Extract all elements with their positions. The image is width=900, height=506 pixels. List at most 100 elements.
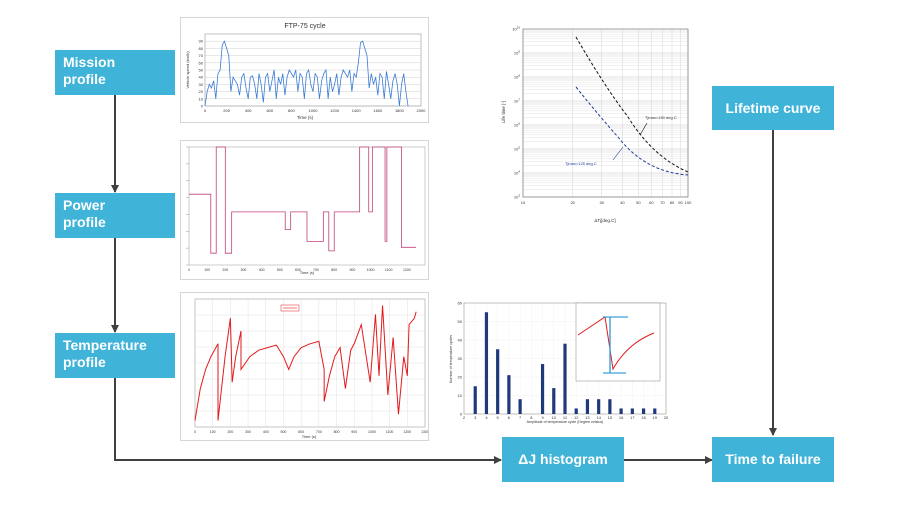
ftp75-ytick-label: 0 [201,104,204,109]
time-to-failure-label: Time to failure [725,451,821,467]
temperature-chart: 0 100 200 300 400 500 600 700 800 900 1000 1100 1200… [194,298,429,439]
ftp75-chart: FTP-75 cycle 0 10 20 30 40 50 60 70 80 90 0 200 400 60… [185,23,427,120]
temperature-xtick-label: 200 [227,430,233,434]
ftp75-ytick-label: 60 [199,60,204,65]
power-xtick-label: 200 [222,268,228,272]
histogram-bar [630,408,634,414]
temperature-line [194,305,417,421]
lifetime-ytick-exponent: 7 [518,98,520,102]
temperature-xtick-label: 0 [194,430,196,434]
histogram-ylabel: Number of temperature cycles [449,335,453,383]
lifetime-xlabel: ΔTj[deg.C] [594,218,615,223]
histogram-bar [641,408,646,414]
histogram-bar [484,312,489,414]
histogram-bar [473,386,477,414]
lifetime-chart-panel: 103 104 105 106 107 108 109 1010 10 20 30 40 50 60 70 8… [495,17,700,233]
temperature-xtick-label: 900 [351,430,357,434]
histogram-xtick-label: 8 [530,415,533,420]
histogram-ytick-label: 20 [458,375,463,380]
power-xtick-label: 100 [204,268,210,272]
lifetime-curve-label: Lifetime curve [725,99,821,116]
lifetime-xtick-label: 60 [649,200,654,205]
lifetime-series-tj150-pointer [639,122,648,136]
lifetime-ytick-label: 104 [514,170,520,176]
lifetime-ytick-exponent: 9 [518,50,520,54]
lifetime-xtick-label: 40 [620,200,625,205]
histogram-xtick-label: 17 [630,415,635,420]
temperature-xtick-label: 600 [298,430,304,434]
power-chart: 0 100 200 300 400 500 600 700 800 900 1000 1100 1200… [186,146,426,275]
temperature-plot-frame [194,298,426,428]
histogram-bar [653,408,657,414]
power-xtick-label: 600 [295,268,301,272]
power-xtick-label: 1200 [403,268,411,272]
histogram-bar [597,399,601,414]
lifetime-series-tj150-label: Tjmax=150 deg.C [645,115,677,120]
temperature-xtick-label: 1300 [421,430,428,434]
histogram-inset-frame [575,302,661,382]
power-plot-frame [188,146,426,266]
ftp75-ytick-label: 20 [199,89,204,94]
histogram-bar [496,349,500,414]
power-xlabel: Time (s) [300,270,315,275]
histogram-bar [608,399,612,414]
lifetime-ytick-exponent: 6 [518,122,520,126]
lifetime-series-tj125-pointer [612,146,624,161]
lifetime-xtick-label: 30 [599,200,604,205]
histogram-xtick-label: 14 [596,415,601,420]
ftp75-xtick-label: 1400 [352,108,362,113]
power-xtick-label: 500 [277,268,283,272]
temperature-xtick-label: 400 [263,430,269,434]
lifetime-xtick-label: 70 [660,200,665,205]
ftp75-xlabel: Time (s) [297,115,314,120]
temperature-profile-line1: Temperature [63,337,147,353]
histogram-xtick-label: 6 [508,415,511,420]
histogram-ytick-label: 0 [460,412,463,417]
histogram-box: ΔJ histogram [502,437,624,482]
power-profile-line1: Power [63,197,106,213]
histogram-xtick-label: 3 [474,415,477,420]
power-xtick-label: 1100 [385,268,393,272]
time-to-failure-box: Time to failure [712,437,834,482]
histogram-bar [552,388,556,414]
temperature-profile-line2: profile [63,354,106,370]
histogram-xtick-label: 15 [608,415,613,420]
arrow-temperature-to-histogram [114,378,502,464]
ftp75-xtick-label: 1800 [395,108,405,113]
temperature-xtick-label: 1200 [403,430,411,434]
histogram-xtick-label: 16 [619,415,624,420]
temperature-xtick-label: 1100 [386,430,394,434]
power-xtick-label: 900 [349,268,355,272]
ftp75-speed-line [204,40,409,107]
lifetime-ytick-label: 1010 [512,26,520,32]
ftp75-ytick-label: 10 [199,96,204,101]
histogram-xtick-label: 7 [519,415,522,420]
ftp75-xtick-label: 1200 [330,108,340,113]
temperature-xlabel: Time (s) [302,434,317,439]
ftp75-xtick-label: 800 [288,108,295,113]
lifetime-xtick-label: 10 [521,200,526,205]
ftp75-xtick-label: 2000 [417,108,427,113]
lifetime-xtick-label: 20 [570,200,575,205]
lifetime-ytick-exponent: 5 [518,146,520,150]
power-profile-line2: profile [63,214,106,230]
temperature-profile-box: Temperature profile [55,333,175,378]
histogram-bar [507,375,511,414]
histogram-xtick-label: 5 [497,415,500,420]
histogram-ytick-label: 60 [458,301,463,306]
power-xtick-label: 1000 [367,268,375,272]
histogram-inset-cycle-line [577,316,655,371]
power-xtick-label: 700 [313,268,319,272]
power-line [189,146,416,254]
lifetime-ytick-label: 108 [514,74,520,80]
ftp75-plot-frame [204,33,422,107]
histogram-xlabel: Amplitude of temperature cycle (Degree c… [527,420,604,424]
histogram-bar [585,399,590,414]
ftp75-xtick-label: 1000 [309,108,319,113]
ftp75-ytick-label: 80 [199,46,204,51]
histogram-label: ΔJ histogram [518,451,608,467]
temperature-xtick-label: 500 [281,430,287,434]
temperature-xtick-label: 1000 [368,430,376,434]
ftp75-title: FTP-75 cycle [284,23,325,30]
